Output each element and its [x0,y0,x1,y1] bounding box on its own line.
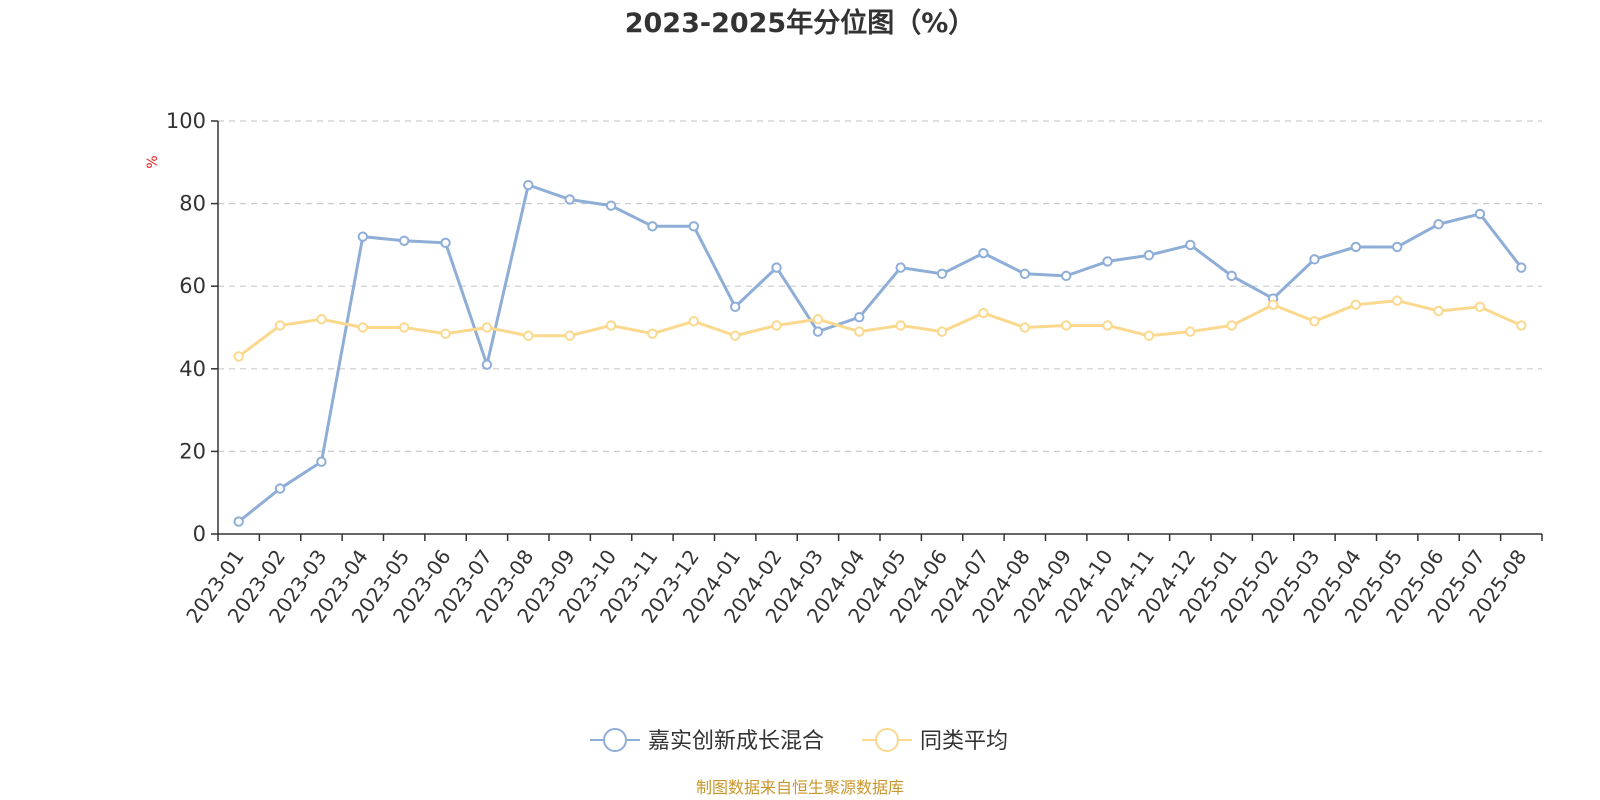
data-point[interactable] [316,456,327,467]
data-point[interactable] [729,330,741,341]
series-2 [233,295,1527,362]
legend-marker-icon [875,728,899,752]
data-point[interactable] [688,221,700,232]
data-point[interactable] [481,359,493,370]
data-point[interactable] [1350,241,1362,253]
data-point[interactable] [729,301,741,313]
legend-item-2[interactable]: 同类平均 [862,728,1008,754]
data-point[interactable] [812,314,824,325]
data-point[interactable] [523,179,534,191]
data-point[interactable] [812,326,824,337]
data-point[interactable] [936,326,948,337]
data-point[interactable] [1433,305,1444,317]
data-point[interactable] [1226,320,1237,331]
data-point[interactable] [936,268,948,280]
y-tick-label: 60 [179,274,206,298]
data-point[interactable] [688,316,700,327]
data-point[interactable] [357,322,369,333]
data-point[interactable] [1474,208,1486,220]
data-point[interactable] [854,311,865,323]
data-point[interactable] [1060,320,1072,331]
data-point[interactable] [523,330,534,341]
data-point[interactable] [1391,295,1403,306]
data-point[interactable] [1143,330,1155,341]
data-point[interactable] [647,221,658,232]
data-point[interactable] [1267,299,1279,310]
data-point[interactable] [398,322,410,333]
data-point[interactable] [1185,239,1196,251]
y-tick-label: 0 [193,522,206,546]
axis-layer: 0204060801002023-012023-022023-032023-04… [166,109,1543,627]
series-line [237,299,1523,358]
data-point[interactable] [357,231,369,242]
data-point[interactable] [605,200,617,211]
legend: 嘉实创新成长混合 同类平均 [590,728,1008,754]
data-point[interactable] [647,328,658,339]
chart-title: 2023-2025年分位图（%） [625,7,976,39]
data-point[interactable] [316,314,327,325]
data-point[interactable] [233,351,244,362]
legend-label: 嘉实创新成长混合 [648,729,824,754]
data-point[interactable] [895,262,906,273]
data-point[interactable] [605,320,617,331]
data-point[interactable] [481,322,493,333]
source-note: 制图数据来自恒生聚源数据库 [696,778,904,797]
data-point[interactable] [440,328,451,339]
y-tick-label: 80 [179,192,206,216]
data-point[interactable] [564,194,575,205]
data-point[interactable] [1350,299,1362,310]
y-axis-unit-label: % [145,155,161,168]
grid-layer [218,120,1542,452]
data-point[interactable] [440,237,451,249]
data-point[interactable] [771,320,782,331]
data-point[interactable] [1019,268,1031,280]
y-tick-label: 100 [166,109,206,133]
data-point[interactable] [274,483,286,494]
data-point[interactable] [233,516,244,527]
data-point[interactable] [564,330,575,341]
data-point[interactable] [1309,316,1320,327]
data-point[interactable] [1102,320,1113,331]
y-tick-label: 40 [179,357,206,381]
data-point[interactable] [398,235,410,246]
data-point[interactable] [771,262,782,273]
data-point[interactable] [895,320,906,331]
series-line [237,183,1523,524]
data-point[interactable] [1309,254,1320,265]
y-tick-label: 20 [179,439,206,463]
data-point[interactable] [1019,322,1031,333]
legend-item-1[interactable]: 嘉实创新成长混合 [590,728,824,754]
data-point[interactable] [1516,262,1527,273]
series-layer [233,179,1527,527]
data-point[interactable] [978,247,989,259]
data-point[interactable] [1474,301,1486,313]
data-point[interactable] [1433,219,1444,230]
data-point[interactable] [978,307,989,319]
data-point[interactable] [1516,320,1527,331]
data-point[interactable] [1060,270,1072,282]
data-point[interactable] [1102,256,1113,267]
data-point[interactable] [1226,270,1237,282]
legend-marker-icon [603,728,627,752]
series-1 [233,179,1527,527]
data-point[interactable] [854,326,865,337]
legend-label: 同类平均 [920,729,1008,754]
data-point[interactable] [1391,241,1403,253]
data-point[interactable] [1143,250,1155,261]
data-point[interactable] [274,320,286,331]
data-point[interactable] [1185,326,1196,337]
